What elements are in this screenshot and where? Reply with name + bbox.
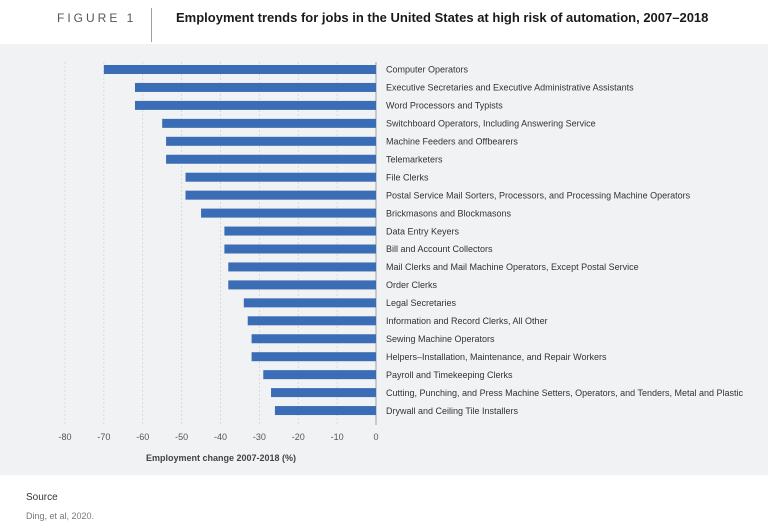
bar	[134, 100, 376, 110]
figure-header: FIGURE 1 Employment trends for jobs in t…	[0, 0, 768, 44]
category-label: Brickmasons and Blockmasons	[386, 208, 512, 218]
bar	[162, 118, 376, 128]
category-label: Executive Secretaries and Executive Admi…	[386, 83, 634, 93]
x-tick-label: -70	[97, 432, 110, 442]
bar	[166, 136, 376, 146]
bar	[263, 370, 376, 380]
bar	[224, 226, 376, 236]
bar	[243, 298, 376, 308]
bar-chart: -80 -70 -60 -50 -40 -30 -20 -10 0 Computer Operat…	[58, 62, 744, 463]
category-label: Order Clerks	[386, 280, 438, 290]
source-label: Source	[26, 492, 58, 503]
x-axis-label: Employment change 2007-2018 (%)	[146, 453, 296, 463]
category-label: Helpers–Installation, Maintenance, and R…	[386, 352, 607, 362]
figure-title: Employment trends for jobs in the United…	[176, 10, 709, 25]
category-label: Data Entry Keyers	[386, 226, 460, 236]
category-label: Drywall and Ceiling Tile Installers	[386, 406, 519, 416]
figure-label: FIGURE 1	[57, 11, 137, 25]
source-citation: Ding, et al, 2020.	[26, 511, 95, 521]
bar	[251, 334, 376, 344]
category-label: Computer Operators	[386, 65, 469, 75]
bar	[224, 244, 376, 254]
category-label: Sewing Machine Operators	[386, 334, 495, 344]
x-tick-label: -60	[136, 432, 149, 442]
bar	[228, 280, 376, 290]
bar	[103, 65, 376, 74]
category-label: Legal Secretaries	[386, 298, 457, 308]
category-label: Payroll and Timekeeping Clerks	[386, 370, 513, 380]
x-tick-label: -80	[58, 432, 71, 442]
x-tick-label: 0	[373, 432, 378, 442]
bar	[274, 406, 376, 416]
x-tick-label: -30	[253, 432, 266, 442]
x-tick-label: -20	[292, 432, 305, 442]
category-label: Cutting, Punching, and Press Machine Set…	[386, 388, 744, 398]
bar	[251, 352, 376, 362]
x-tick-label: -40	[214, 432, 227, 442]
bar	[185, 190, 376, 200]
category-label: Word Processors and Typists	[386, 101, 503, 111]
category-label: Telemarketers	[386, 154, 443, 164]
bar	[271, 388, 376, 398]
bar	[228, 262, 376, 272]
x-tick-label: -50	[175, 432, 188, 442]
bar	[166, 154, 376, 164]
bar	[134, 82, 376, 92]
x-tick-label: -10	[331, 432, 344, 442]
category-label: Mail Clerks and Mail Machine Operators, …	[386, 262, 639, 272]
category-label: Machine Feeders and Offbearers	[386, 137, 518, 147]
header-divider	[151, 8, 152, 42]
category-label: Bill and Account Collectors	[386, 244, 493, 254]
category-label: Postal Service Mail Sorters, Processors,…	[386, 190, 691, 200]
bar	[185, 172, 376, 182]
bar	[201, 208, 376, 218]
category-label: File Clerks	[386, 172, 429, 182]
category-label: Switchboard Operators, Including Answeri…	[386, 119, 596, 129]
chart-panel	[0, 44, 768, 475]
bar	[247, 316, 376, 326]
category-label: Information and Record Clerks, All Other	[386, 316, 548, 326]
